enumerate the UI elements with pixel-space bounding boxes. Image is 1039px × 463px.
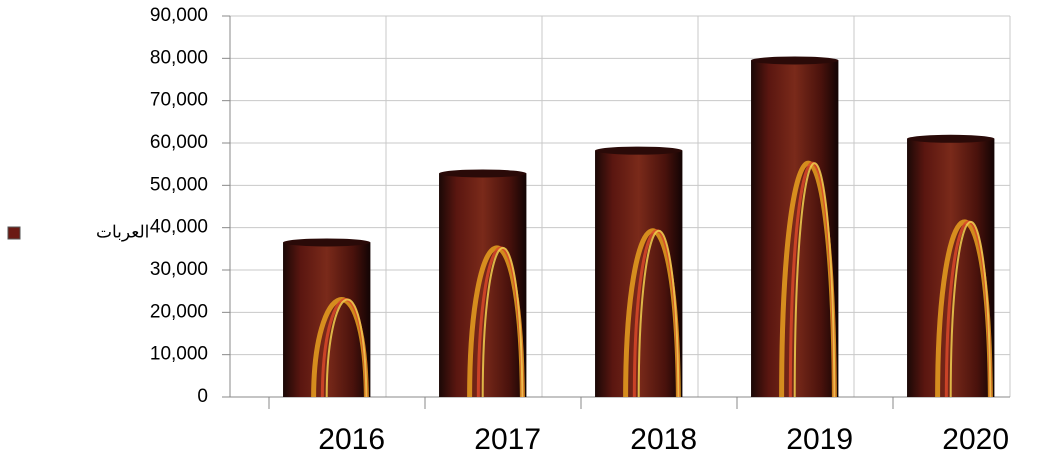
x-tick-label: 2020	[942, 423, 1009, 456]
bar-top	[283, 238, 371, 247]
legend-swatch	[7, 226, 21, 240]
x-tick-label: 2017	[474, 423, 541, 456]
bar-top	[439, 169, 527, 178]
x-tick-label: 2016	[318, 423, 385, 456]
bar-top	[751, 56, 839, 65]
x-tick-label: 2018	[630, 423, 697, 456]
x-tick-label: 2019	[786, 423, 853, 456]
y-tick-label: 30,000	[150, 259, 208, 280]
y-tick-label: 20,000	[150, 301, 208, 322]
y-tick-label: 40,000	[150, 217, 208, 238]
y-tick-label: 0	[197, 386, 208, 407]
legend-label: العربات	[96, 222, 149, 242]
bar-decoration	[325, 298, 368, 398]
y-tick-label: 90,000	[150, 5, 208, 26]
bar-decoration	[637, 229, 680, 398]
bar-decoration	[793, 162, 836, 398]
bar-top	[595, 146, 683, 155]
y-tick-label: 60,000	[150, 132, 208, 153]
bar-decoration	[949, 220, 992, 398]
y-tick-label: 70,000	[150, 90, 208, 111]
bar-decoration	[481, 247, 524, 398]
bar-top	[907, 134, 995, 143]
y-tick-label: 50,000	[150, 174, 208, 195]
y-tick-label: 10,000	[150, 344, 208, 365]
y-tick-label: 80,000	[150, 47, 208, 68]
